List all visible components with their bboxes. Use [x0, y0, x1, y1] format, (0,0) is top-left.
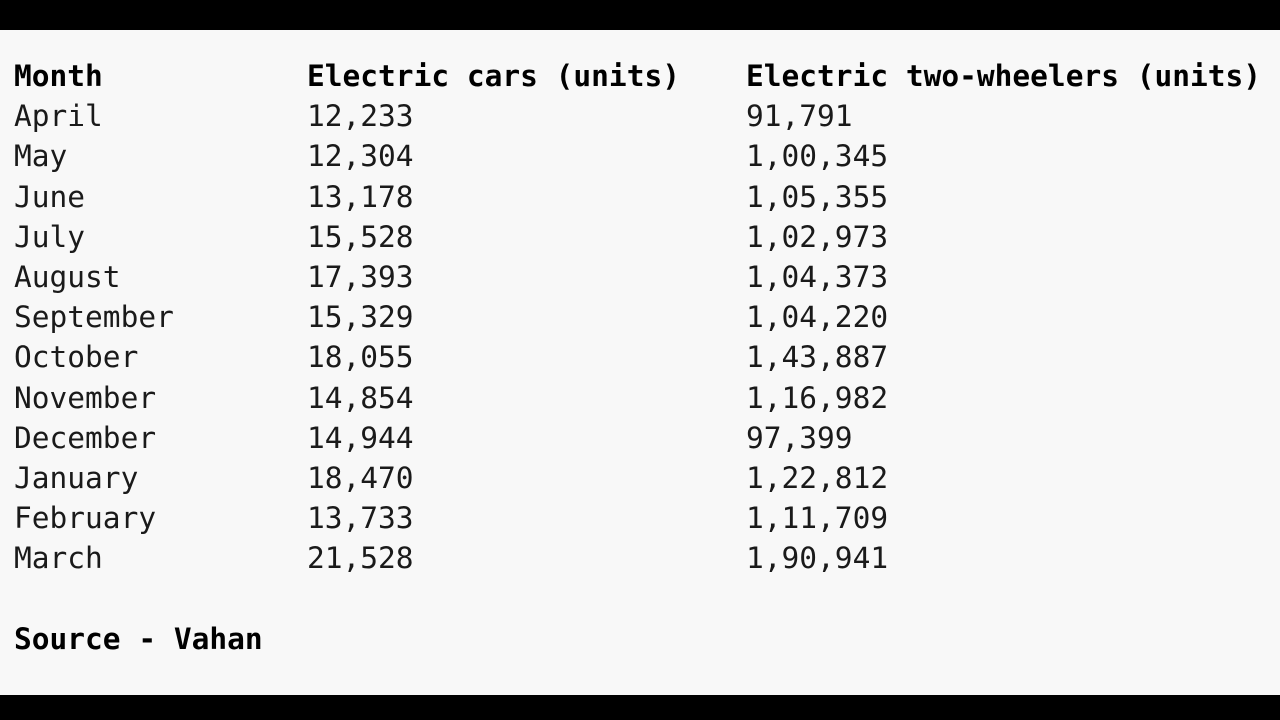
value-cell: 15,528 — [307, 219, 414, 254]
month-cell: June — [14, 179, 86, 214]
value-cell: 1,00,345 — [746, 139, 889, 174]
month-cell: August — [14, 260, 121, 294]
value-cell: 91,791 — [746, 99, 853, 134]
month-cell: April — [14, 99, 103, 134]
value-cell: 18,055 — [307, 340, 414, 375]
value-cell: 1,02,973 — [746, 219, 889, 254]
month-cell: December — [14, 420, 157, 455]
value-cell: 12,233 — [307, 99, 414, 134]
month-cell: January — [14, 461, 139, 495]
value-cell: 1,04,220 — [746, 300, 889, 335]
value-cell: 18,470 — [307, 461, 414, 495]
value-cell: 1,22,812 — [746, 461, 889, 495]
value-cell: 1,05,355 — [746, 179, 889, 214]
month-cell: September — [14, 300, 174, 335]
month-cell: October — [14, 340, 139, 375]
value-cell: 14,944 — [307, 420, 414, 455]
value-cell: 21,528 — [307, 541, 414, 576]
value-cell: 12,304 — [307, 139, 414, 174]
column-header: Electric two-wheelers (units) — [746, 59, 1262, 93]
month-cell: November — [14, 380, 157, 415]
value-cell: 1,16,982 — [746, 380, 889, 415]
value-cell: 13,733 — [307, 501, 414, 536]
document: Month Electric cars (units) Electric two-w… — [0, 30, 1280, 695]
value-cell: 1,90,941 — [746, 541, 889, 576]
value-cell: 17,393 — [307, 260, 414, 294]
value-cell: 1,43,887 — [746, 340, 889, 375]
month-cell: February — [14, 501, 157, 536]
value-cell: 97,399 — [746, 420, 853, 455]
month-cell: July — [14, 219, 86, 254]
value-cell: 14,854 — [307, 380, 414, 415]
month-cell: March — [14, 541, 103, 576]
column-header: Month — [14, 59, 103, 93]
value-cell: 15,329 — [307, 300, 414, 335]
month-cell: May — [14, 139, 68, 174]
value-cell: 13,178 — [307, 179, 414, 214]
source-note: Source - Vahan — [14, 622, 263, 656]
column-header: Electric cars (units) — [307, 59, 680, 93]
value-cell: 1,04,373 — [746, 260, 889, 294]
value-cell: 1,11,709 — [746, 501, 889, 536]
